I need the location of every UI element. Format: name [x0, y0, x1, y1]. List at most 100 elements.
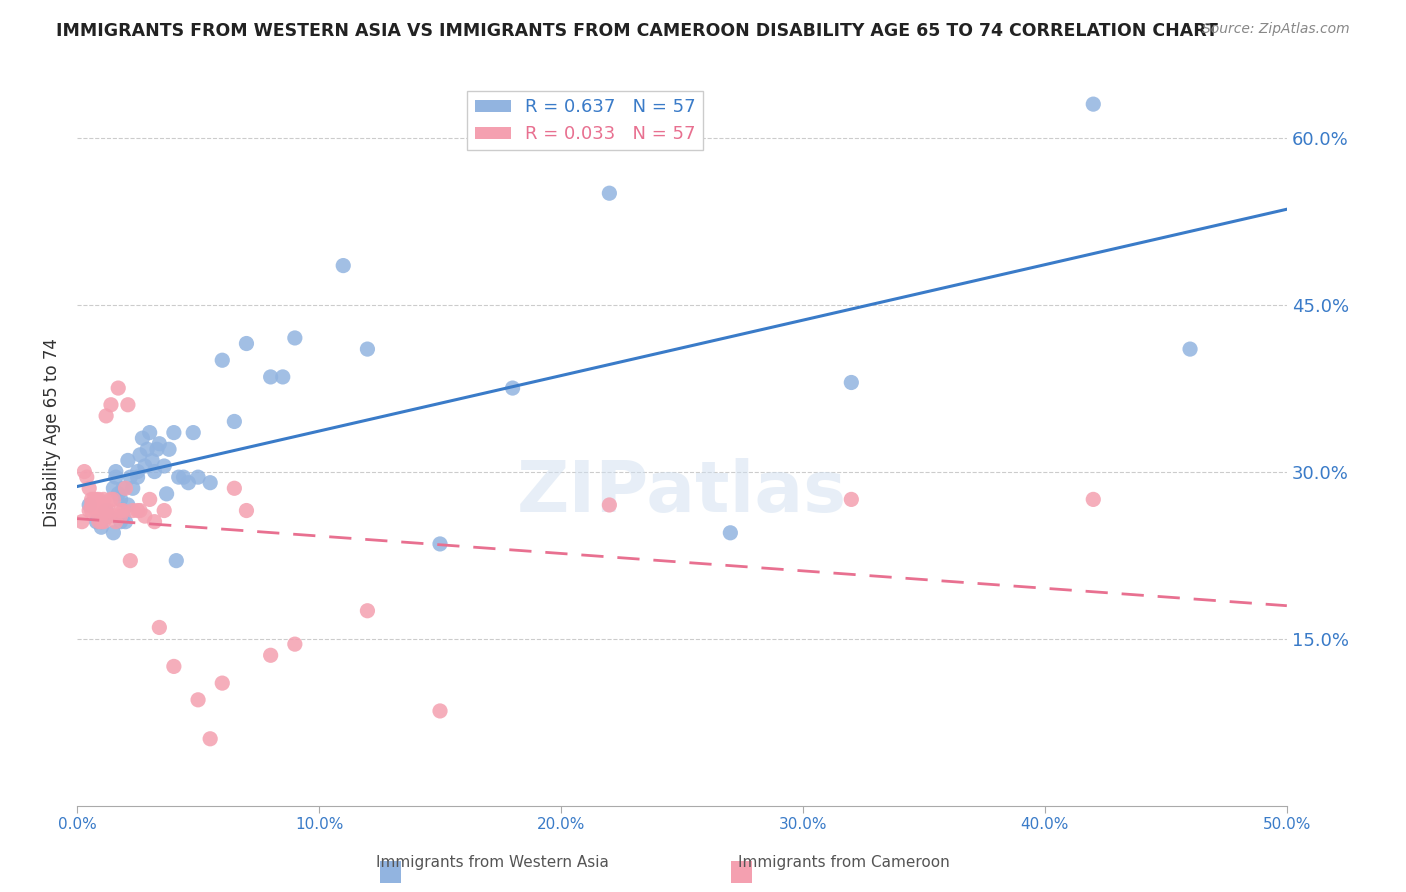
- Point: [259, 648, 281, 663]
- Point: [80, 503, 103, 517]
- Point: [103, 525, 125, 540]
- Point: [284, 331, 307, 345]
- Point: [138, 425, 160, 440]
- Point: [107, 381, 129, 395]
- Point: [86, 515, 108, 529]
- Point: [224, 481, 246, 495]
- Point: [187, 470, 209, 484]
- Point: [90, 503, 112, 517]
- Point: [100, 492, 122, 507]
- Point: [112, 503, 135, 517]
- Point: [153, 458, 176, 473]
- Point: [103, 481, 125, 495]
- Point: [136, 442, 159, 457]
- Text: Source: ZipAtlas.com: Source: ZipAtlas.com: [1202, 22, 1350, 37]
- Legend: R = 0.637   N = 57, R = 0.033   N = 57: R = 0.637 N = 57, R = 0.033 N = 57: [467, 91, 703, 151]
- Point: [177, 475, 200, 490]
- Point: [90, 515, 112, 529]
- Point: [129, 448, 152, 462]
- Point: [502, 381, 524, 395]
- Point: [235, 336, 257, 351]
- Point: [93, 515, 115, 529]
- Point: [134, 509, 156, 524]
- Point: [148, 436, 170, 450]
- Point: [127, 470, 149, 484]
- Point: [127, 465, 149, 479]
- Point: [235, 503, 257, 517]
- Point: [198, 475, 221, 490]
- Point: [77, 503, 100, 517]
- Point: [76, 470, 98, 484]
- Text: Immigrants from Cameroon: Immigrants from Cameroon: [738, 855, 949, 870]
- Point: [90, 520, 112, 534]
- Point: [839, 376, 862, 390]
- Point: [259, 370, 281, 384]
- Point: [129, 503, 152, 517]
- Text: Immigrants from Western Asia: Immigrants from Western Asia: [375, 855, 609, 870]
- Point: [127, 503, 149, 517]
- Point: [141, 453, 163, 467]
- Point: [429, 704, 451, 718]
- Point: [284, 637, 307, 651]
- Point: [87, 503, 110, 517]
- Point: [429, 537, 451, 551]
- Point: [104, 470, 127, 484]
- Point: [100, 398, 122, 412]
- Point: [97, 509, 120, 524]
- Point: [86, 498, 108, 512]
- Point: [77, 498, 100, 512]
- Point: [187, 693, 209, 707]
- Point: [598, 186, 620, 201]
- Point: [356, 604, 378, 618]
- Point: [117, 398, 139, 412]
- Point: [87, 515, 110, 529]
- Point: [157, 442, 180, 457]
- Point: [77, 481, 100, 495]
- Text: IMMIGRANTS FROM WESTERN ASIA VS IMMIGRANTS FROM CAMEROON DISABILITY AGE 65 TO 74: IMMIGRANTS FROM WESTERN ASIA VS IMMIGRAN…: [56, 22, 1218, 40]
- Point: [114, 515, 136, 529]
- Point: [110, 515, 132, 529]
- Point: [332, 259, 354, 273]
- Point: [112, 509, 135, 524]
- Point: [198, 731, 221, 746]
- Text: ZIPatlas: ZIPatlas: [517, 458, 846, 527]
- Point: [117, 453, 139, 467]
- Point: [120, 554, 142, 568]
- Point: [839, 492, 862, 507]
- Point: [110, 492, 132, 507]
- Point: [138, 492, 160, 507]
- Point: [598, 498, 620, 512]
- Point: [271, 370, 294, 384]
- Point: [93, 492, 115, 507]
- Point: [143, 465, 166, 479]
- Point: [211, 353, 233, 368]
- Point: [134, 458, 156, 473]
- Point: [110, 503, 132, 517]
- Point: [117, 498, 139, 512]
- Point: [156, 487, 179, 501]
- Point: [224, 414, 246, 428]
- Point: [86, 503, 108, 517]
- Point: [86, 492, 108, 507]
- Point: [131, 431, 153, 445]
- Point: [148, 620, 170, 634]
- Y-axis label: Disability Age 65 to 74: Disability Age 65 to 74: [44, 338, 60, 527]
- Point: [73, 465, 96, 479]
- Point: [121, 481, 143, 495]
- Point: [1083, 492, 1105, 507]
- Point: [80, 498, 103, 512]
- Point: [114, 481, 136, 495]
- Point: [83, 498, 105, 512]
- Point: [97, 509, 120, 524]
- Point: [146, 442, 169, 457]
- Point: [120, 470, 142, 484]
- Point: [173, 470, 195, 484]
- Point: [211, 676, 233, 690]
- Point: [1178, 342, 1201, 356]
- Point: [165, 554, 187, 568]
- Point: [90, 515, 112, 529]
- Point: [718, 525, 741, 540]
- Point: [83, 492, 105, 507]
- Point: [143, 515, 166, 529]
- Point: [104, 515, 127, 529]
